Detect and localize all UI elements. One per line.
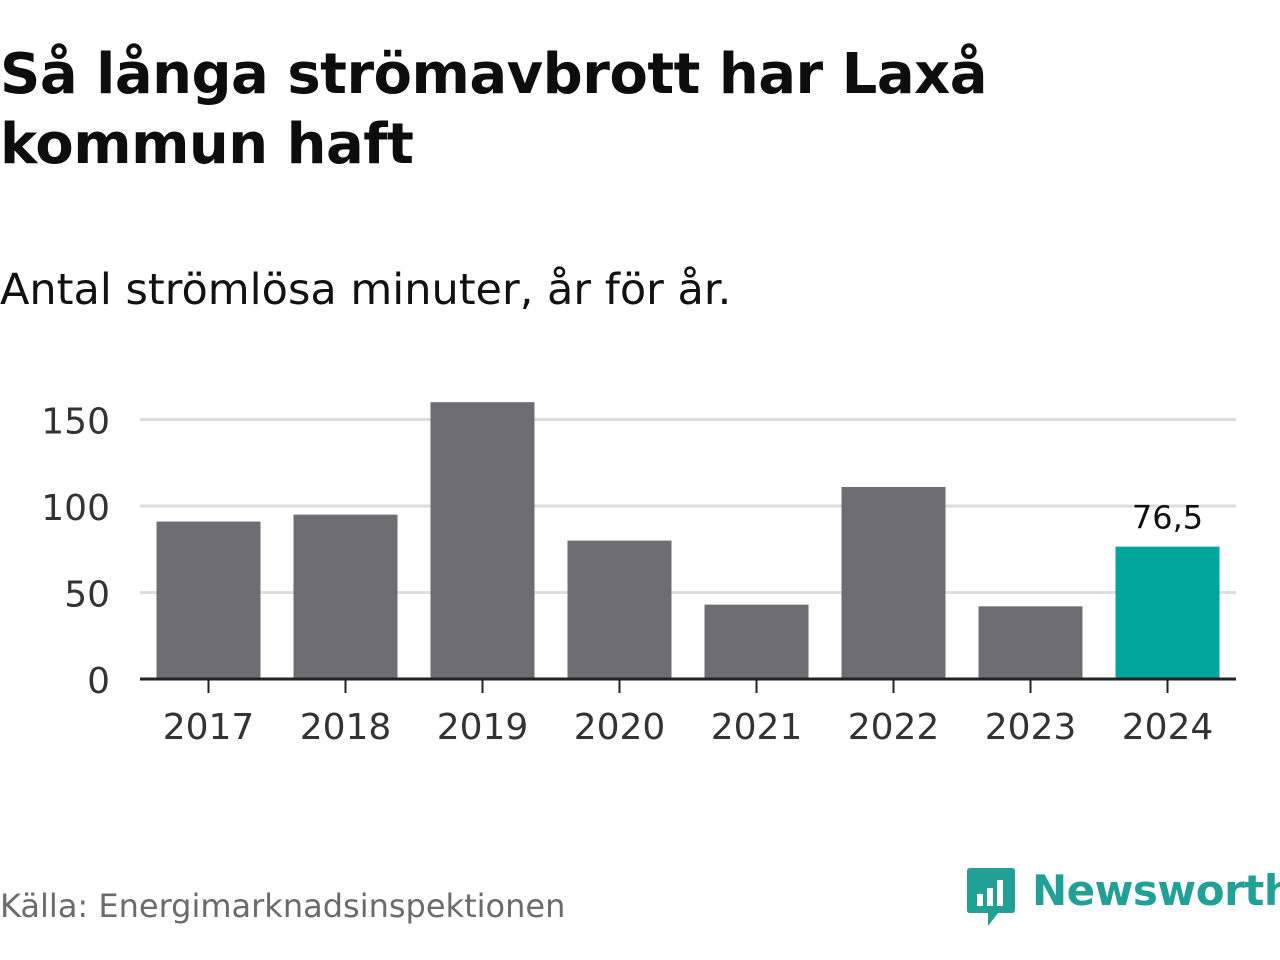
x-tick-label: 2024	[1122, 707, 1214, 748]
brand-name: Newsworthy	[1032, 866, 1280, 915]
bar-2022	[841, 486, 946, 679]
x-tick-label: 2023	[985, 707, 1077, 748]
bar-2021	[704, 604, 809, 679]
bar-2019	[430, 402, 535, 679]
chart-subtitle: Antal strömlösa minuter, år för år.	[0, 265, 732, 315]
bar-2018	[293, 514, 398, 679]
bar-2023	[978, 606, 1083, 679]
source-note: Källa: Energimarknadsinspektionen	[0, 887, 566, 925]
newsworthy-logo-icon	[967, 868, 1015, 926]
x-tick-label: 2020	[574, 707, 666, 748]
chart-title: Så långa strömavbrott har Laxå kommun ha…	[0, 42, 988, 177]
x-tick-label: 2021	[711, 707, 803, 748]
x-tick-label: 2022	[848, 707, 940, 748]
bar-2017	[156, 521, 261, 679]
bar-chart: 0 50 100 150 2017 2018 2019 2020 2021 2022 2023 202…	[41, 402, 1236, 748]
brand: Newsworthy	[962, 862, 1280, 932]
data-label: 76,5	[1132, 499, 1203, 537]
y-tick-label: 100	[41, 488, 110, 529]
y-tick-label: 50	[64, 575, 110, 616]
y-tick-label: 150	[41, 402, 110, 443]
bar-2020	[567, 540, 672, 679]
x-tick-label: 2018	[300, 707, 392, 748]
y-tick-label: 0	[87, 661, 110, 702]
x-tick-label: 2019	[437, 707, 529, 748]
bar-2024	[1115, 546, 1220, 679]
x-tick-label: 2017	[163, 707, 255, 748]
